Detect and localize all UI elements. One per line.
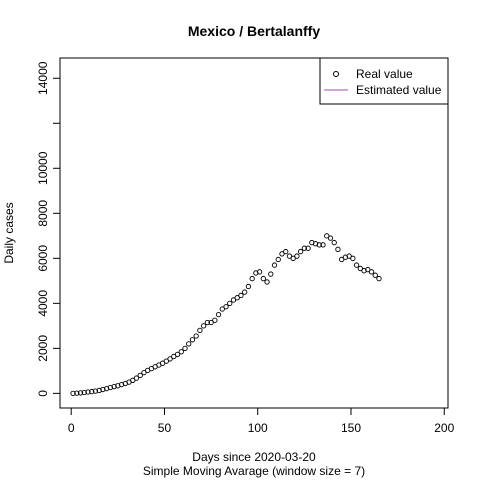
data-point bbox=[305, 245, 311, 251]
legend-label: Real value bbox=[356, 67, 413, 81]
data-point bbox=[316, 242, 322, 248]
data-point bbox=[137, 372, 143, 379]
y-tick-label: 14000 bbox=[36, 61, 50, 95]
data-point bbox=[85, 389, 91, 395]
data-point bbox=[279, 251, 285, 257]
legend-marker bbox=[333, 71, 339, 77]
data-point bbox=[70, 390, 76, 397]
data-point bbox=[335, 246, 341, 252]
data-point bbox=[230, 297, 237, 303]
data-point bbox=[167, 356, 173, 362]
data-point bbox=[77, 390, 84, 396]
data-point bbox=[234, 295, 240, 301]
data-point bbox=[301, 245, 308, 251]
x-tick-label: 100 bbox=[248, 421, 268, 435]
y-tick-label: 8000 bbox=[36, 200, 50, 227]
y-axis-label: Daily cases bbox=[2, 202, 16, 263]
data-point bbox=[365, 266, 371, 273]
data-point bbox=[245, 283, 252, 290]
y-tick-label: 4000 bbox=[36, 290, 50, 317]
data-point bbox=[141, 370, 147, 376]
data-point bbox=[178, 349, 184, 355]
data-point bbox=[96, 387, 102, 394]
data-point bbox=[350, 255, 356, 261]
x-tick-label: 50 bbox=[158, 421, 172, 435]
data-point bbox=[324, 233, 330, 239]
x-tick-label: 200 bbox=[434, 421, 454, 435]
data-point bbox=[92, 388, 99, 394]
data-point bbox=[186, 341, 192, 347]
x-axis-label: Days since 2020-03-20 bbox=[192, 450, 316, 464]
chart-title: Mexico / Bertalanffy bbox=[188, 23, 320, 39]
data-point bbox=[89, 388, 95, 395]
data-point bbox=[197, 327, 203, 333]
data-point bbox=[353, 262, 360, 268]
data-point bbox=[283, 248, 289, 255]
data-point bbox=[275, 256, 281, 263]
data-point bbox=[200, 323, 207, 329]
data-point bbox=[227, 300, 233, 306]
data-point bbox=[268, 271, 274, 277]
data-point bbox=[320, 242, 326, 248]
data-point bbox=[249, 275, 255, 282]
y-tick-label: 0 bbox=[36, 390, 50, 397]
subtitle: Simple Moving Avarage (window size = 7) bbox=[143, 464, 365, 478]
legend-label: Estimated value bbox=[356, 83, 442, 97]
data-point bbox=[130, 377, 136, 383]
x-tick-label: 150 bbox=[341, 421, 361, 435]
x-tick-label: 0 bbox=[68, 421, 75, 435]
data-point bbox=[107, 384, 114, 391]
data-point bbox=[111, 383, 117, 390]
data-point bbox=[331, 239, 337, 246]
data-point bbox=[290, 255, 296, 261]
data-point bbox=[368, 269, 375, 275]
y-tick-label: 2000 bbox=[36, 335, 50, 362]
data-point bbox=[294, 253, 300, 259]
y-tick-label: 10000 bbox=[36, 151, 50, 185]
data-point bbox=[242, 289, 248, 295]
data-point bbox=[215, 311, 222, 318]
data-point bbox=[212, 317, 218, 323]
data-point bbox=[219, 306, 225, 312]
data-point bbox=[327, 235, 334, 241]
data-point bbox=[189, 337, 196, 343]
legend-box bbox=[319, 57, 449, 105]
data-point bbox=[74, 390, 80, 396]
data-point bbox=[376, 275, 382, 282]
data-point bbox=[193, 333, 199, 339]
data-point bbox=[260, 275, 266, 282]
plot-frame bbox=[59, 57, 449, 409]
data-point bbox=[208, 319, 214, 326]
data-point bbox=[357, 265, 363, 272]
data-point bbox=[223, 304, 229, 310]
data-point bbox=[163, 358, 169, 364]
data-point bbox=[372, 272, 378, 278]
data-point bbox=[204, 319, 211, 326]
data-point bbox=[100, 386, 106, 393]
data-point bbox=[346, 253, 352, 259]
data-point bbox=[264, 279, 270, 285]
data-point bbox=[339, 256, 345, 263]
data-point bbox=[271, 262, 278, 268]
data-point bbox=[174, 351, 181, 358]
data-point bbox=[133, 375, 140, 381]
data-point bbox=[297, 248, 304, 255]
y-tick-label: 6000 bbox=[36, 245, 50, 272]
data-point bbox=[81, 389, 87, 396]
data-point bbox=[256, 269, 263, 275]
data-point bbox=[182, 345, 188, 352]
data-point bbox=[286, 253, 293, 259]
data-point bbox=[238, 292, 244, 299]
